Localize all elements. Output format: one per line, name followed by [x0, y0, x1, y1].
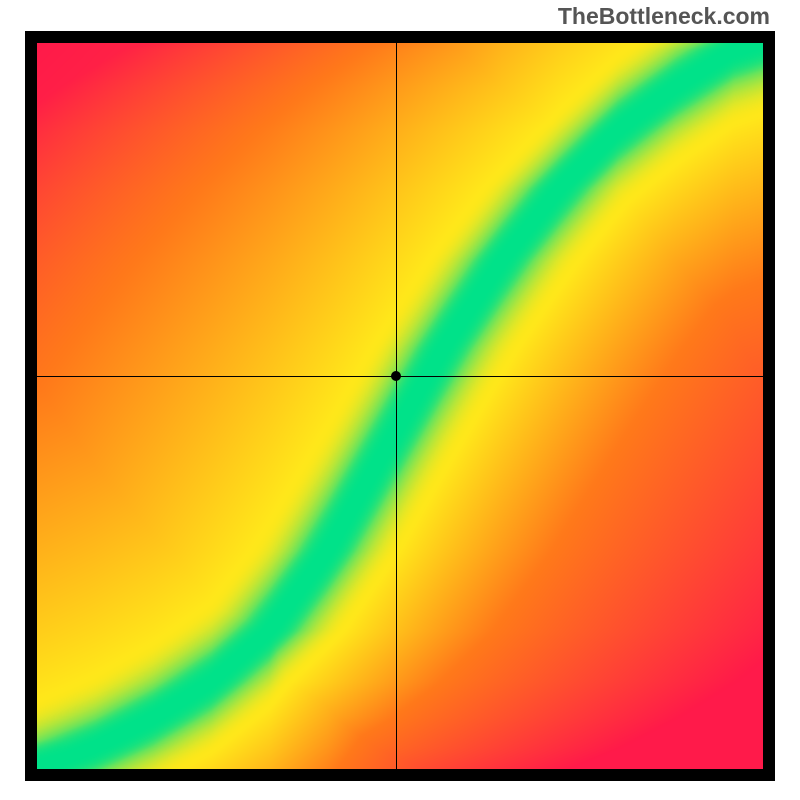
watermark-text: TheBottleneck.com — [558, 3, 770, 30]
plot-area — [37, 43, 763, 769]
chart-container: TheBottleneck.com — [0, 0, 800, 800]
heatmap-canvas — [37, 43, 763, 769]
crosshair-marker — [391, 371, 401, 381]
plot-frame — [25, 31, 775, 781]
crosshair-vertical — [396, 43, 397, 769]
